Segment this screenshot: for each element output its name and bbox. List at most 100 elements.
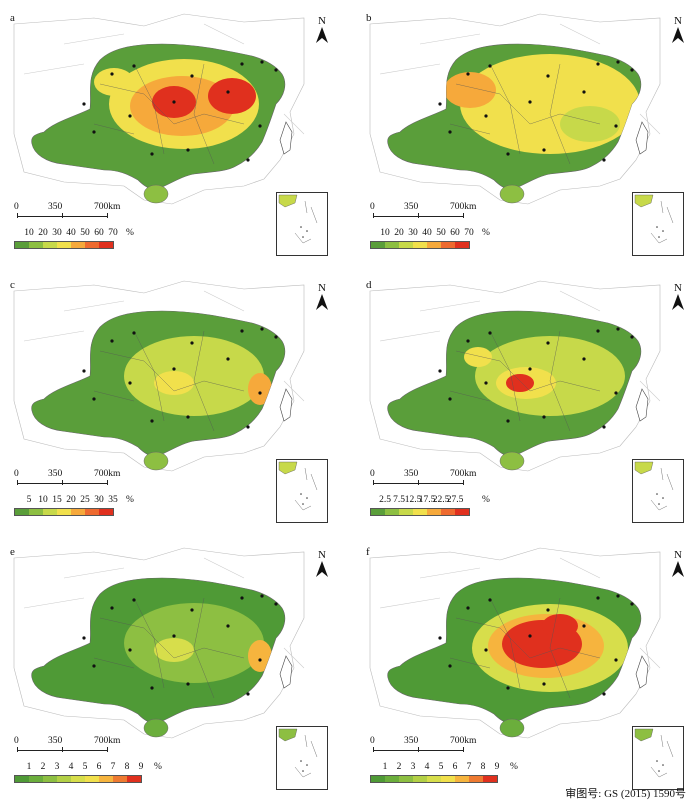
color-legend: 10 20 30 40 50 60 70% [370,228,630,258]
legend-tick-label: 9 [494,762,500,772]
map-canvas [13,280,305,472]
legend-tick-label: 8 [480,762,486,772]
legend-tick-label: 30 [94,495,104,505]
north-arrow-icon [672,294,684,310]
map-canvas [369,547,661,739]
legend-tick-label: 30 [52,228,62,238]
legend-tick-label: 3 [54,762,60,772]
legend-tick-label: 60 [450,228,460,238]
north-arrow: N [668,283,688,315]
legend-tick-label: 5 [26,495,32,505]
map-approval-number: 审图号: GS (2015) 1590号 [565,788,686,800]
north-arrow-icon [316,561,328,577]
map-canvas [369,280,661,472]
map-panel-e: e N 0 350 700km 1 2 3 4 5 6 7 8 9% [4,538,344,796]
south-china-sea-inset [276,192,328,256]
legend-tick-label: 12.5 [404,495,422,505]
map-canvas [369,13,661,205]
legend-tick-label: 1 [382,762,388,772]
south-china-sea-inset [276,726,328,790]
south-china-sea-inset [632,459,684,523]
legend-tick-label: 1 [26,762,32,772]
legend-tick-label: 15 [52,495,62,505]
map-canvas [13,547,305,739]
legend-unit: % [154,762,162,772]
legend-tick-label: 20 [38,228,48,238]
north-arrow: N [312,550,332,582]
panel-label: e [10,546,15,558]
legend-tick-label: 8 [124,762,130,772]
north-arrow: N [312,16,332,48]
legend-tick-label: 7.5 [393,495,405,505]
legend-tick-label: 4 [424,762,430,772]
legend-tick-label: 20 [394,228,404,238]
color-legend: 1 2 3 4 5 6 7 8 9% [370,762,630,792]
legend-tick-label: 30 [408,228,418,238]
legend-tick-label: 20 [66,495,76,505]
scale-bar: 0 350 700km [14,202,134,228]
color-legend: 1 2 3 4 5 6 7 8 9% [14,762,274,792]
north-arrow: N [668,16,688,48]
north-arrow-icon [316,294,328,310]
legend-tick-label: 35 [108,495,118,505]
legend-tick-label: 7 [110,762,116,772]
color-legend: 10 20 30 40 50 60 70% [14,228,274,258]
map-panel-a: a N 0 350 700km 10 20 30 40 50 60 70% [4,4,344,262]
legend-tick-label: 10 [380,228,390,238]
legend-unit: % [126,228,134,238]
panel-label: d [366,279,372,291]
legend-tick-label: 70 [464,228,474,238]
legend-tick-label: 50 [80,228,90,238]
legend-color-bar [14,508,114,516]
legend-tick-label: 2.5 [379,495,391,505]
legend-unit: % [126,495,134,505]
north-arrow: N [312,283,332,315]
scale-bar: 0 350 700km [370,736,490,762]
legend-color-bar [14,241,114,249]
south-china-sea-inset [276,459,328,523]
legend-tick-label: 5 [82,762,88,772]
legend-tick-label: 40 [422,228,432,238]
legend-tick-label: 4 [68,762,74,772]
legend-color-bar [370,241,470,249]
scale-bar: 0 350 700km [370,469,490,495]
map-panel-f: f N 0 350 700km 1 2 3 4 5 6 7 8 9% [360,538,700,796]
legend-tick-label: 3 [410,762,416,772]
panel-label: a [10,12,15,24]
south-china-sea-inset [632,192,684,256]
panel-label: c [10,279,15,291]
north-arrow: N [668,550,688,582]
legend-tick-label: 6 [452,762,458,772]
north-arrow-icon [672,27,684,43]
legend-tick-label: 17.5 [418,495,436,505]
legend-tick-label: 5 [438,762,444,772]
map-panel-c: c N 0 350 700km 5 10 15 20 25 30 35% [4,271,344,529]
legend-tick-label: 40 [66,228,76,238]
legend-unit: % [482,228,490,238]
legend-unit: % [482,495,490,505]
legend-unit: % [510,762,518,772]
north-arrow-icon [316,27,328,43]
scale-bar: 0 350 700km [14,736,134,762]
legend-tick-label: 25 [80,495,90,505]
legend-tick-label: 7 [466,762,472,772]
color-legend: 2.5 7.5 12.5 17.5 22.5 27.5% [370,495,630,525]
legend-tick-label: 50 [436,228,446,238]
map-panel-d: d N 0 350 700km 2.5 7.5 12.5 17.5 22.5 27.5% [360,271,700,529]
legend-tick-label: 60 [94,228,104,238]
legend-tick-label: 10 [38,495,48,505]
legend-color-bar [370,508,470,516]
legend-tick-label: 9 [138,762,144,772]
legend-color-bar [370,775,498,783]
legend-tick-label: 2 [396,762,402,772]
panel-label: b [366,12,372,24]
legend-tick-label: 10 [24,228,34,238]
panel-label: f [366,546,370,558]
legend-color-bar [14,775,142,783]
legend-tick-label: 2 [40,762,46,772]
north-arrow-icon [672,561,684,577]
legend-tick-label: 6 [96,762,102,772]
legend-tick-label: 27.5 [446,495,464,505]
legend-tick-label: 70 [108,228,118,238]
color-legend: 5 10 15 20 25 30 35% [14,495,274,525]
